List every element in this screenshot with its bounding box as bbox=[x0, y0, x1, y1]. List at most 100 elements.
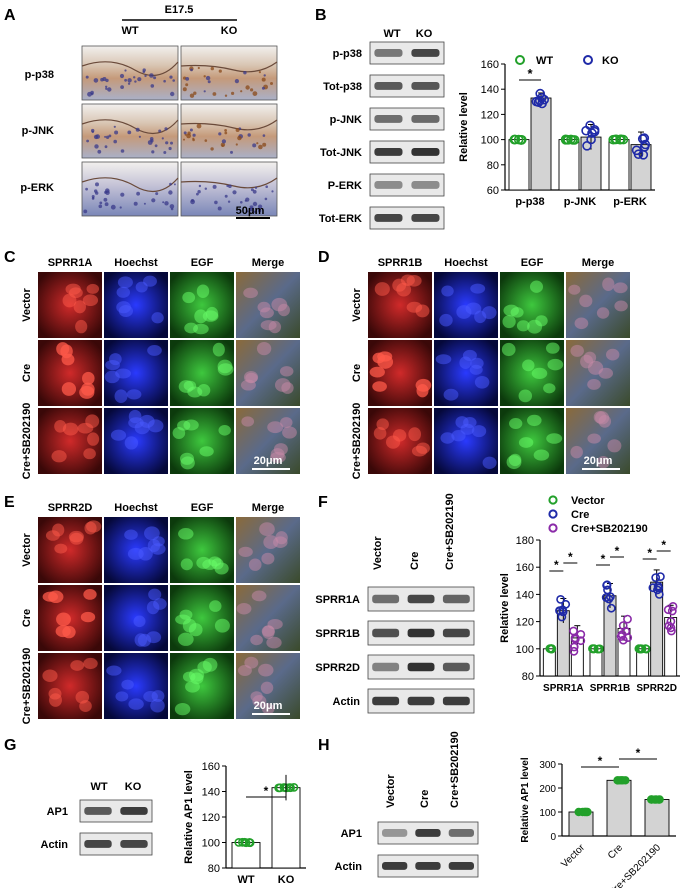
nucleus bbox=[250, 188, 254, 192]
if-row-label-vector: Vector bbox=[21, 287, 33, 321]
data-point bbox=[667, 606, 677, 616]
data-point bbox=[569, 642, 579, 652]
cell-nucleus bbox=[518, 389, 533, 403]
nucleus bbox=[138, 135, 141, 138]
panel-letter-a: A bbox=[4, 7, 16, 24]
cell-nucleus bbox=[503, 304, 519, 317]
if-row-label-cre-sb202190: Cre+SB202190 bbox=[21, 648, 33, 725]
blot-band bbox=[407, 594, 435, 604]
cell-nucleus bbox=[260, 681, 274, 694]
nucleus bbox=[183, 131, 187, 135]
nucleus bbox=[252, 143, 257, 148]
cell-nucleus bbox=[482, 456, 497, 469]
nucleus bbox=[198, 184, 202, 188]
cell-nucleus bbox=[259, 307, 274, 319]
cell-nucleus bbox=[133, 615, 146, 628]
nucleus bbox=[165, 141, 169, 145]
blot-band bbox=[84, 840, 112, 848]
cell-nucleus bbox=[443, 388, 459, 401]
cell-nucleus bbox=[48, 687, 62, 700]
blot-band bbox=[415, 862, 441, 870]
cell-nucleus bbox=[75, 319, 88, 334]
y-tick-label: 120 bbox=[516, 617, 534, 629]
blot-membrane bbox=[369, 206, 445, 230]
x-tick-label: WT bbox=[237, 874, 254, 886]
cell-nucleus bbox=[266, 636, 282, 649]
if-col-label-egf: EGF bbox=[191, 502, 214, 514]
blot-band bbox=[415, 829, 441, 837]
data-point bbox=[621, 776, 630, 785]
nucleus bbox=[254, 186, 258, 189]
blot-label: SPRR1B bbox=[315, 628, 360, 640]
blot-band bbox=[442, 594, 470, 604]
blot-band bbox=[442, 628, 470, 638]
blot-band bbox=[382, 862, 408, 870]
if-scale-label: 20μm bbox=[584, 455, 613, 467]
cell-nucleus bbox=[211, 558, 224, 570]
blot-label: Actin bbox=[333, 696, 361, 708]
cell-nucleus bbox=[79, 385, 95, 399]
x-tick-label: Vector bbox=[559, 842, 587, 870]
blot-band bbox=[84, 807, 112, 815]
data-point bbox=[613, 776, 622, 785]
nucleus bbox=[87, 91, 92, 97]
panel-a-stage: E17.5 bbox=[165, 4, 194, 16]
epidermis-line bbox=[180, 61, 278, 73]
cell-nucleus bbox=[613, 282, 628, 294]
nucleus bbox=[252, 189, 257, 194]
cell-nucleus bbox=[267, 619, 283, 630]
cell-nucleus bbox=[261, 703, 275, 715]
data-point bbox=[615, 134, 625, 145]
cell-nucleus bbox=[114, 389, 128, 404]
cell-nucleus bbox=[124, 529, 138, 540]
panel-f-chart: 80 100 120 140 160 180 Relative level SPRR1A SPR… bbox=[499, 495, 680, 694]
nucleus bbox=[185, 77, 190, 81]
nucleus bbox=[85, 187, 88, 191]
nucleus bbox=[113, 139, 117, 144]
nucleus bbox=[169, 75, 173, 79]
data-point bbox=[581, 125, 591, 136]
legend-marker-cre bbox=[548, 509, 558, 519]
nucleus bbox=[85, 75, 89, 79]
blot-band bbox=[374, 49, 403, 57]
blot-label: Tot-ERK bbox=[319, 213, 362, 225]
nucleus bbox=[190, 68, 193, 72]
nucleus bbox=[258, 209, 262, 213]
nucleus bbox=[92, 196, 95, 199]
cell-nucleus bbox=[185, 680, 200, 693]
nucleus bbox=[203, 75, 206, 78]
epidermis-line bbox=[180, 119, 278, 131]
epidermis-line bbox=[81, 61, 179, 77]
cell-nucleus bbox=[214, 618, 230, 633]
data-point bbox=[234, 838, 244, 847]
nucleus bbox=[210, 147, 214, 151]
data-point bbox=[667, 626, 676, 636]
nucleus bbox=[187, 131, 191, 135]
nucleus bbox=[113, 125, 116, 128]
cell-nucleus bbox=[579, 294, 593, 308]
nucleus bbox=[170, 141, 173, 145]
if-image-egf-vector bbox=[500, 272, 564, 338]
nucleus bbox=[262, 134, 266, 137]
nucleus bbox=[133, 201, 138, 206]
cell-nucleus bbox=[533, 449, 550, 461]
cell-nucleus bbox=[143, 691, 158, 702]
cell-nucleus bbox=[177, 632, 194, 646]
data-point bbox=[608, 134, 619, 145]
cell-nucleus bbox=[194, 309, 208, 324]
cell-nucleus bbox=[282, 426, 297, 439]
legend-label-cre: Cre bbox=[571, 509, 589, 521]
legend-marker-wt bbox=[515, 55, 525, 65]
nucleus bbox=[127, 78, 132, 83]
blot-actin: Actin bbox=[333, 688, 475, 714]
nucleus bbox=[234, 79, 239, 84]
cell-nucleus bbox=[596, 307, 610, 319]
histology-background bbox=[180, 103, 278, 159]
panel-letter-f: F bbox=[318, 494, 328, 511]
nucleus bbox=[105, 190, 110, 195]
cell-nucleus bbox=[614, 300, 628, 312]
blot-band bbox=[374, 214, 403, 222]
blot-band bbox=[374, 82, 403, 90]
if-row-label-cre-sb202190: Cre+SB202190 bbox=[21, 403, 33, 480]
